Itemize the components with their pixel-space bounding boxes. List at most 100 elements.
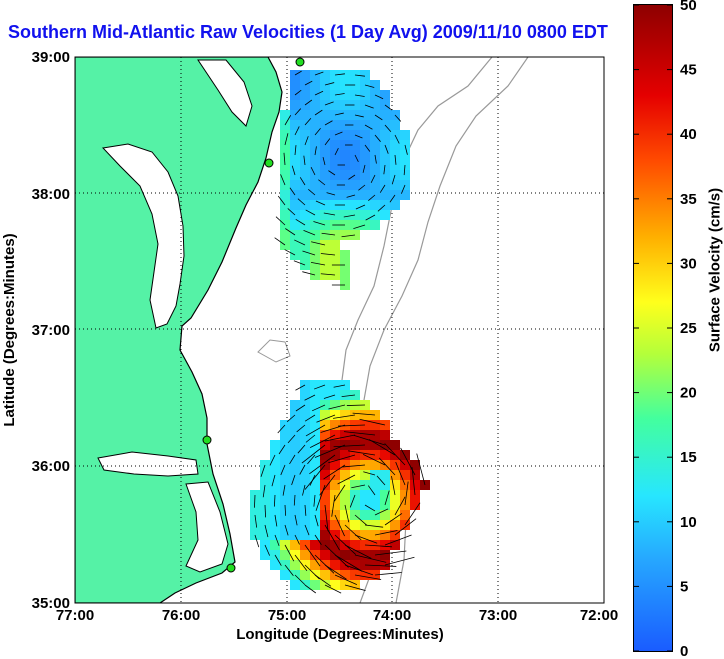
velocity-cell bbox=[280, 470, 290, 480]
velocity-vector bbox=[364, 544, 393, 548]
velocity-vector bbox=[324, 504, 329, 532]
velocity-cell bbox=[310, 200, 320, 210]
y-axis-label: Latitude (Degrees:Minutes) bbox=[1, 233, 18, 426]
velocity-vector bbox=[374, 94, 384, 100]
velocity-cell bbox=[290, 540, 300, 550]
velocity-cell bbox=[370, 120, 380, 130]
velocity-cell bbox=[350, 560, 360, 570]
velocity-vector bbox=[403, 164, 406, 176]
velocity-cell bbox=[390, 180, 400, 190]
velocity-vector bbox=[318, 179, 326, 186]
velocity-vector bbox=[313, 384, 326, 390]
velocity-vector bbox=[274, 237, 286, 246]
velocity-cell bbox=[390, 140, 400, 150]
velocity-cell bbox=[270, 520, 280, 530]
x-axis-ticks: 77:00 76:00 75:00 74:00 73:00 72:00 bbox=[56, 607, 618, 624]
velocity-cell bbox=[380, 90, 390, 100]
velocity-cell bbox=[360, 130, 370, 140]
velocity-vector bbox=[384, 443, 406, 466]
velocity-cell bbox=[390, 540, 400, 550]
velocity-cell bbox=[340, 70, 350, 80]
velocity-cell bbox=[300, 410, 310, 420]
velocity-cell bbox=[300, 130, 310, 140]
velocity-cell bbox=[340, 190, 350, 200]
velocity-vector bbox=[354, 514, 368, 526]
velocity-cell bbox=[290, 520, 300, 530]
velocity-cell bbox=[340, 250, 350, 260]
velocity-vector bbox=[295, 404, 306, 412]
velocity-vector bbox=[303, 155, 306, 166]
velocity-vector bbox=[294, 145, 297, 156]
velocity-cell bbox=[310, 80, 320, 90]
velocity-cell bbox=[390, 440, 400, 450]
velocity-cell bbox=[330, 120, 340, 130]
velocity-vector bbox=[391, 475, 396, 496]
velocity-vector bbox=[334, 131, 343, 136]
velocity-cell bbox=[290, 580, 300, 590]
velocity-vector bbox=[304, 99, 313, 106]
velocity-vector bbox=[324, 584, 342, 594]
velocity-cell bbox=[340, 430, 350, 440]
velocity-cell bbox=[300, 530, 310, 540]
velocity-cell bbox=[360, 470, 370, 480]
velocity-vector bbox=[344, 504, 350, 523]
velocity-cell bbox=[300, 190, 310, 200]
velocity-cell bbox=[270, 560, 280, 570]
velocity-vector bbox=[374, 530, 398, 536]
velocity-cell bbox=[310, 180, 320, 190]
velocity-cell bbox=[350, 200, 360, 210]
velocity-vector bbox=[383, 164, 386, 175]
velocity-vector bbox=[362, 454, 386, 466]
velocity-vector bbox=[354, 74, 366, 77]
velocity-cell bbox=[320, 570, 330, 580]
velocity-vector bbox=[286, 414, 296, 423]
velocity-cell bbox=[340, 90, 350, 100]
velocity-cell bbox=[400, 490, 410, 500]
velocity-cell bbox=[280, 450, 290, 460]
velocity-cell bbox=[320, 230, 330, 240]
velocity-cell bbox=[300, 250, 310, 260]
velocity-vector bbox=[328, 170, 336, 176]
pamlico-sound bbox=[185, 481, 229, 573]
velocity-vector bbox=[368, 439, 396, 456]
velocity-vector bbox=[289, 454, 296, 465]
velocity-vector bbox=[331, 494, 336, 517]
velocity-vector bbox=[367, 485, 376, 496]
velocity-vector bbox=[284, 524, 289, 536]
velocity-cell bbox=[320, 430, 330, 440]
velocity-vector bbox=[358, 184, 366, 191]
velocity-cell bbox=[410, 500, 420, 510]
colorbar-tick-label: 30 bbox=[680, 255, 697, 272]
velocity-cell bbox=[390, 460, 400, 470]
velocity-vector bbox=[364, 524, 384, 528]
velocity-vector bbox=[314, 71, 324, 76]
velocity-vector bbox=[324, 120, 333, 126]
velocity-cell bbox=[370, 500, 380, 510]
colorbar-tick-label: 50 bbox=[680, 0, 697, 14]
velocity-cell bbox=[320, 390, 330, 400]
velocity-vector bbox=[370, 174, 376, 183]
velocity-vector bbox=[346, 194, 356, 198]
velocity-cell bbox=[290, 480, 300, 490]
velocity-cell bbox=[250, 500, 260, 510]
velocity-vector bbox=[310, 166, 316, 176]
colorbar-tick-label: 10 bbox=[680, 514, 697, 531]
velocity-vector bbox=[273, 494, 276, 507]
velocity-vector bbox=[254, 514, 258, 528]
velocity-vector bbox=[338, 424, 366, 427]
velocity-cell bbox=[260, 470, 270, 480]
velocity-vector bbox=[364, 144, 371, 152]
velocity-cell bbox=[360, 430, 370, 440]
velocity-cell bbox=[320, 210, 330, 220]
velocity-vector bbox=[348, 450, 376, 456]
velocity-cell bbox=[310, 220, 320, 230]
velocity-vector bbox=[326, 192, 336, 196]
velocity-vector bbox=[314, 444, 346, 458]
velocity-cell bbox=[290, 240, 300, 250]
velocity-vector bbox=[394, 154, 397, 165]
velocity-cell bbox=[340, 510, 350, 520]
velocity-cell bbox=[310, 120, 320, 130]
velocity-cell bbox=[360, 410, 370, 420]
velocity-cell bbox=[370, 180, 380, 190]
